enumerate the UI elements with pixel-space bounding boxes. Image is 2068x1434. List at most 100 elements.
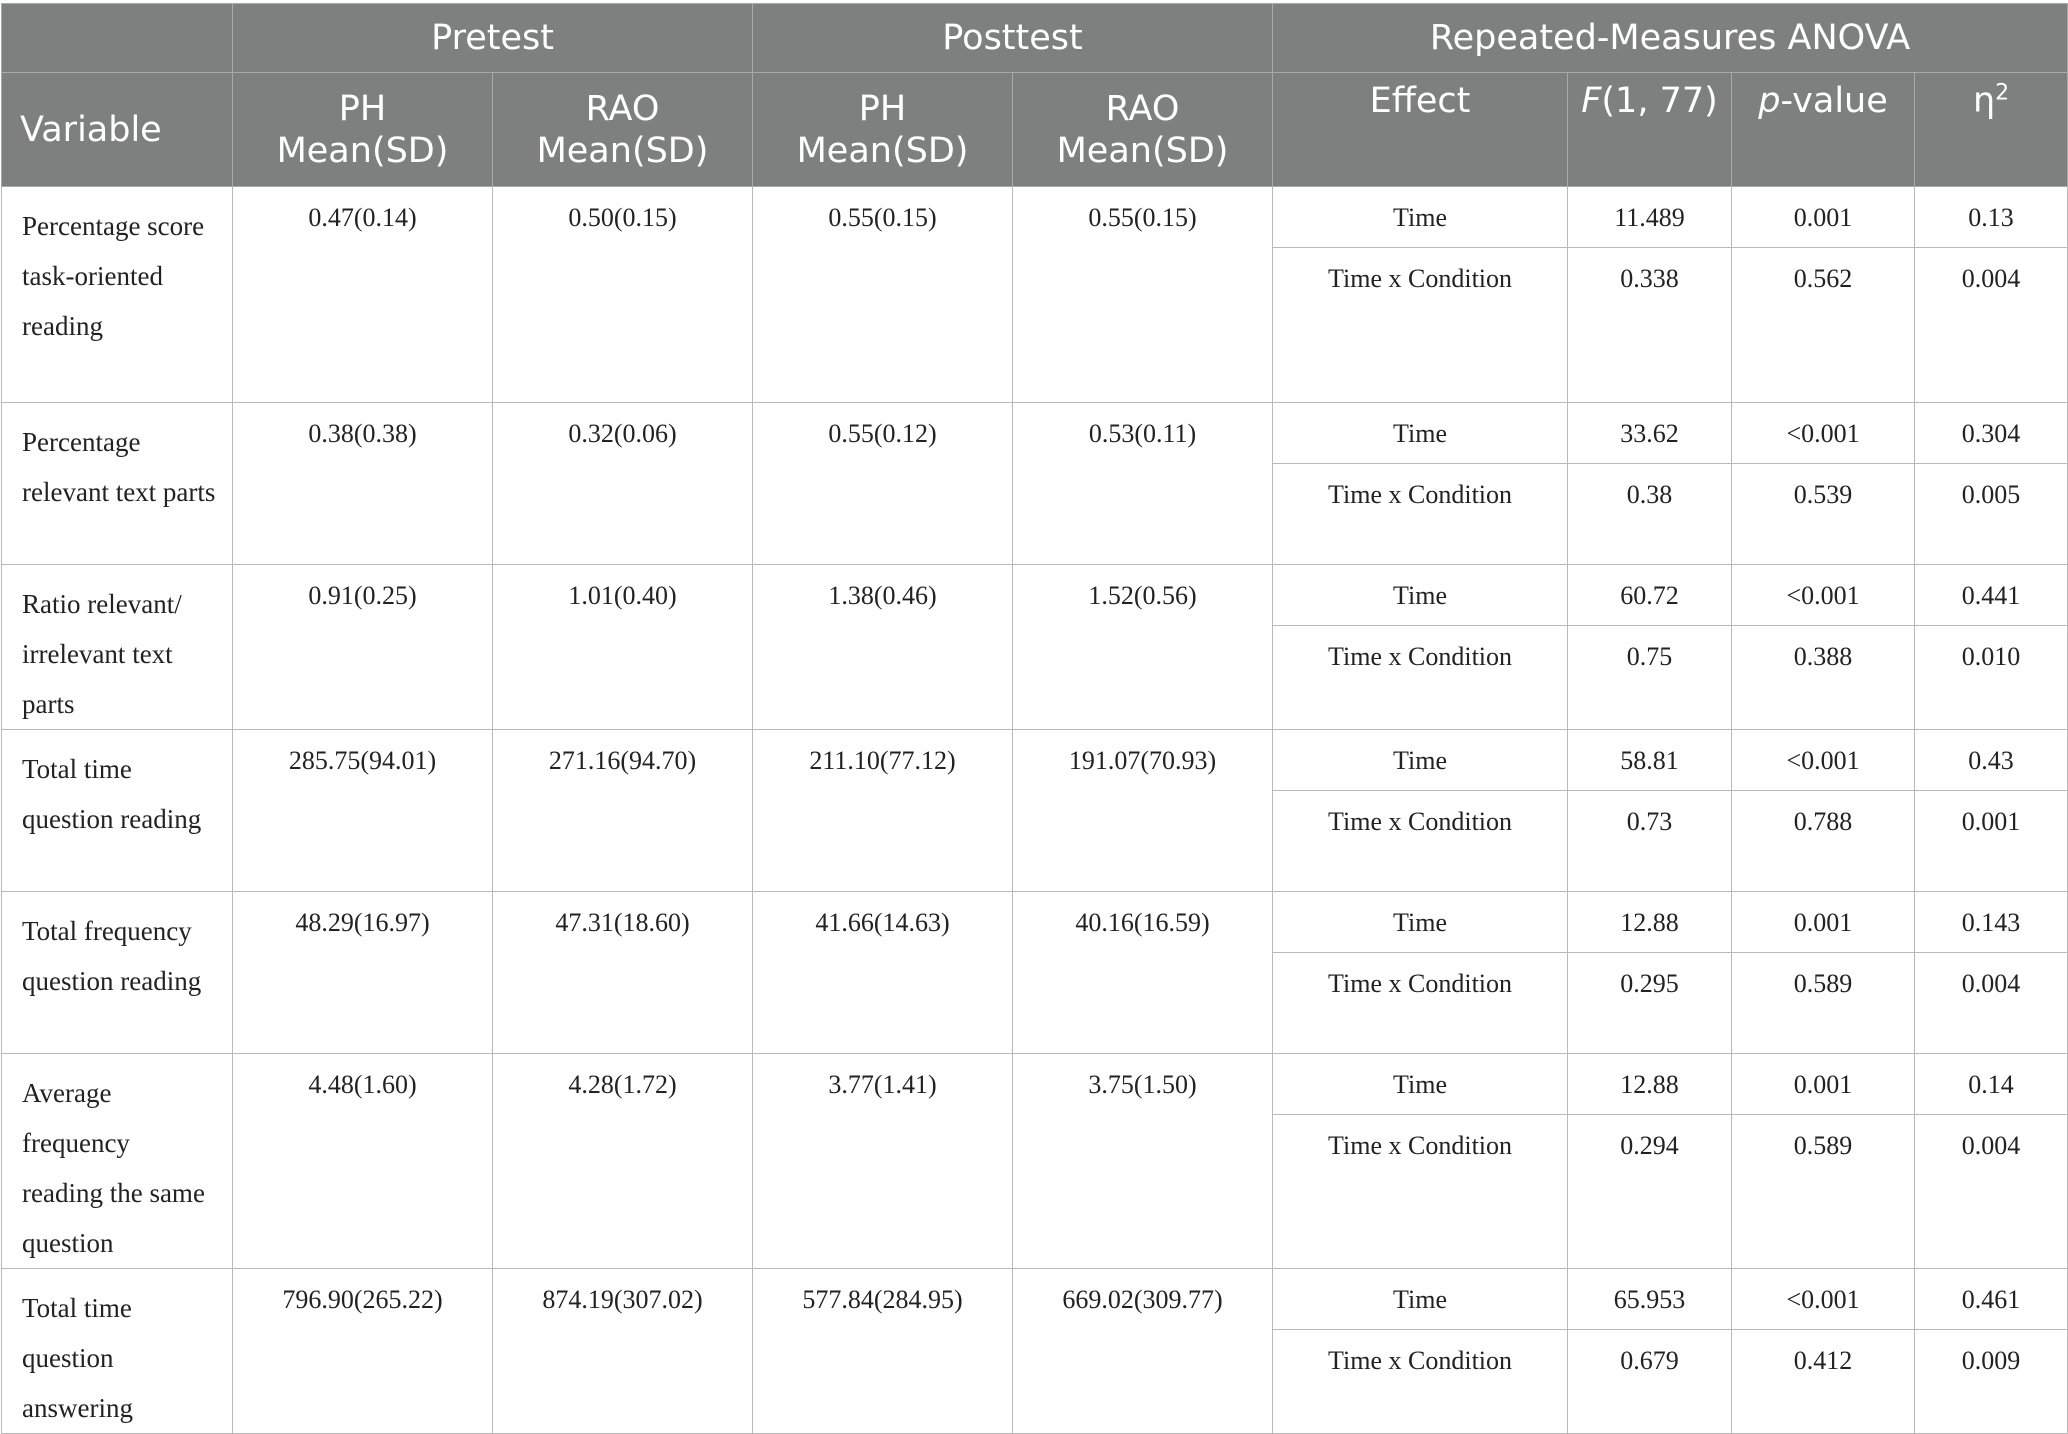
header-post-ph: PH Mean(SD) (752, 72, 1014, 187)
effect-cell: Time (1272, 564, 1569, 626)
p-value-cell: 0.001 (1731, 1053, 1916, 1115)
posttest-ph-cell: 577.84(284.95) (752, 1268, 1014, 1434)
posttest-ph-cell: 211.10(77.12) (752, 729, 1014, 892)
table-row: Time x Condition 0.38 0.539 0.005 (2, 463, 2068, 565)
effect-cell: Time (1272, 186, 1569, 248)
effect-cell: Time (1272, 402, 1569, 464)
p-value-cell: 0.589 (1731, 952, 1916, 1054)
table-row: Total time question answering 796.90(265.… (1, 1268, 2068, 1434)
header-f-df: (1, 77) (1601, 81, 1718, 121)
header-sub-row: Variable PH Mean(SD) RAO Mean(SD) PH Mean(S… (1, 72, 2068, 187)
pretest-ph-cell: 0.47(0.14) (232, 186, 493, 403)
p-value-cell: <0.001 (1731, 729, 1916, 791)
p-value-cell: 0.788 (1731, 790, 1916, 892)
effect-cell: Time x Condition (1272, 1329, 1569, 1434)
eta-squared-cell: 0.304 (1914, 402, 2068, 464)
variable-cell: Percentage score task-oriented reading (1, 186, 233, 403)
eta-squared-cell: 0.143 (1914, 891, 2068, 953)
table-row: Total frequency question reading 48.29(16… (1, 891, 2068, 1054)
posttest-ph-cell: 41.66(14.63) (752, 891, 1014, 1054)
posttest-rao-cell: 3.75(1.50) (1012, 1053, 1274, 1269)
table-row: Average frequency reading the same quest… (1, 1053, 2068, 1269)
variable-cell: Total time question reading (1, 729, 233, 892)
f-value-cell: 0.73 (1567, 790, 1733, 892)
posttest-rao-cell: 191.07(70.93) (1012, 729, 1274, 892)
header-rao-label: RAO (585, 88, 660, 129)
f-value-cell: 0.679 (1567, 1329, 1733, 1434)
f-value-cell: 0.75 (1567, 625, 1733, 730)
eta-squared-cell: 0.461 (1914, 1268, 2068, 1330)
p-value-cell: 0.589 (1731, 1114, 1916, 1269)
table-row: Time x Condition 0.73 0.788 0.001 (2, 790, 2068, 892)
header-variable: Variable (1, 72, 233, 187)
posttest-rao-cell: 669.02(309.77) (1012, 1268, 1274, 1434)
table-header: Pretest Posttest Repeated-Measures ANOVA… (1, 3, 2068, 187)
header-mean-sd-label: Mean(SD) (536, 130, 709, 171)
posttest-rao-cell: 40.16(16.59) (1012, 891, 1274, 1054)
f-value-cell: 60.72 (1567, 564, 1733, 626)
header-p-symbol: p (1758, 81, 1781, 121)
eta-squared-cell: 0.004 (1914, 952, 2068, 1054)
header-mean-sd-label: Mean(SD) (1056, 130, 1229, 171)
f-value-cell: 65.953 (1567, 1268, 1733, 1330)
pretest-rao-cell: 874.19(307.02) (491, 1268, 754, 1434)
eta-squared-cell: 0.005 (1914, 463, 2068, 565)
header-f-symbol: F (1581, 81, 1602, 121)
header-pre-ph: PH Mean(SD) (232, 72, 493, 187)
f-value-cell: 0.295 (1567, 952, 1733, 1054)
p-value-cell: 0.001 (1731, 891, 1916, 953)
p-value-cell: 0.562 (1731, 247, 1916, 403)
results-table: Pretest Posttest Repeated-Measures ANOVA… (1, 3, 2068, 1434)
effect-cell: Time x Condition (1272, 790, 1569, 892)
eta-squared-cell: 0.004 (1914, 1114, 2068, 1269)
variable-cell: Percentage relevant text parts (1, 402, 233, 565)
table-row: Percentage score task-oriented reading 0.… (1, 186, 2068, 403)
header-f: F(1, 77) (1567, 72, 1733, 187)
p-value-cell: 0.001 (1731, 186, 1916, 248)
effect-cell: Time (1272, 1268, 1569, 1330)
p-value-cell: <0.001 (1731, 402, 1916, 464)
header-eta-exponent: 2 (1995, 80, 2010, 106)
effect-cell: Time x Condition (1272, 625, 1569, 730)
variable-cell: Ratio relevant/ irrelevant text parts (1, 564, 233, 730)
effect-cell: Time x Condition (1272, 463, 1569, 565)
pretest-ph-cell: 796.90(265.22) (232, 1268, 493, 1434)
variable-cell: Average frequency reading the same quest… (1, 1053, 233, 1269)
f-value-cell: 0.338 (1567, 247, 1733, 403)
pretest-ph-cell: 0.91(0.25) (232, 564, 493, 730)
header-p-value: p-value (1731, 72, 1916, 187)
posttest-ph-cell: 3.77(1.41) (752, 1053, 1014, 1269)
f-value-cell: 11.489 (1567, 186, 1733, 248)
pretest-rao-cell: 1.01(0.40) (491, 564, 754, 730)
p-value-cell: 0.539 (1731, 463, 1916, 565)
header-pre-rao: RAO Mean(SD) (491, 72, 754, 187)
header-eta-symbol: η (1972, 81, 1996, 121)
table-row: Total time question reading 285.75(94.01)… (1, 729, 2068, 892)
header-anova: Repeated-Measures ANOVA (1272, 3, 2068, 73)
header-ph-label: PH (338, 88, 387, 129)
table-body: Percentage score task-oriented reading 0.… (1, 186, 2068, 1434)
posttest-rao-cell: 1.52(0.56) (1012, 564, 1274, 730)
pretest-rao-cell: 47.31(18.60) (491, 891, 754, 1054)
posttest-ph-cell: 0.55(0.15) (752, 186, 1014, 403)
pretest-ph-cell: 0.38(0.38) (232, 402, 493, 565)
effect-cell: Time (1272, 891, 1569, 953)
pretest-rao-cell: 271.16(94.70) (491, 729, 754, 892)
p-value-cell: 0.412 (1731, 1329, 1916, 1434)
header-mean-sd-label: Mean(SD) (796, 130, 969, 171)
posttest-rao-cell: 0.55(0.15) (1012, 186, 1274, 403)
variable-cell: Total frequency question reading (1, 891, 233, 1054)
effect-cell: Time x Condition (1272, 952, 1569, 1054)
header-mean-sd-label: Mean(SD) (276, 130, 449, 171)
header-effect: Effect (1272, 72, 1569, 187)
table-row: Time x Condition 0.294 0.589 0.004 (2, 1114, 2068, 1269)
eta-squared-cell: 0.43 (1914, 729, 2068, 791)
p-value-cell: <0.001 (1731, 564, 1916, 626)
effect-cell: Time (1272, 1053, 1569, 1115)
posttest-ph-cell: 0.55(0.12) (752, 402, 1014, 565)
pretest-rao-cell: 0.50(0.15) (491, 186, 754, 403)
posttest-ph-cell: 1.38(0.46) (752, 564, 1014, 730)
header-pretest: Pretest (231, 3, 754, 73)
header-rao-label: RAO (1105, 88, 1180, 129)
table-row: Time x Condition 0.75 0.388 0.010 (2, 625, 2068, 730)
